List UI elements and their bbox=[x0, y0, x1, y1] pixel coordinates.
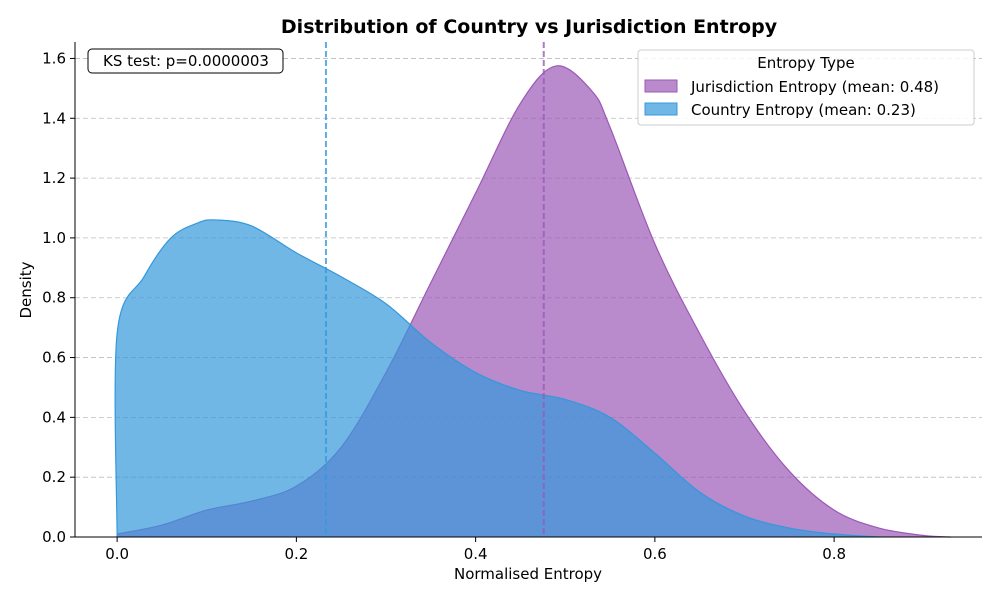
x-axis-label: Normalised Entropy bbox=[454, 565, 602, 583]
legend-label-jurisdiction: Jurisdiction Entropy (mean: 0.48) bbox=[690, 78, 939, 96]
jurisdiction-density-area bbox=[117, 65, 951, 537]
legend-swatch-jurisdiction bbox=[644, 79, 678, 93]
chart-title: Distribution of Country vs Jurisdiction … bbox=[281, 16, 778, 38]
y-tick-label: 1.6 bbox=[42, 49, 66, 67]
annotation-box bbox=[87, 48, 284, 74]
y-tick-label: 0.0 bbox=[42, 528, 66, 546]
y-tick-label: 0.2 bbox=[42, 468, 66, 486]
annotation-text: KS test: p=0.0000003 bbox=[103, 52, 269, 70]
y-tick-label: 0.6 bbox=[42, 349, 66, 367]
legend-title: Entropy Type bbox=[757, 54, 855, 72]
x-tick-label: 0.6 bbox=[643, 545, 667, 563]
axes bbox=[74, 42, 982, 538]
y-ticks: 0.0 0.2 0.4 0.6 0.8 1.0 1.2 1.4 1.6 bbox=[42, 49, 75, 546]
y-tick-label: 1.4 bbox=[42, 109, 66, 127]
y-tick-label: 1.0 bbox=[42, 229, 66, 247]
ks-test-annotation: KS test: p=0.0000003 bbox=[87, 48, 284, 74]
legend-box bbox=[637, 49, 975, 126]
country-density-line bbox=[114, 219, 879, 538]
x-tick-label: 0.4 bbox=[464, 545, 488, 563]
x-tick-label: 0.2 bbox=[284, 545, 308, 563]
y-axis-label: Density bbox=[17, 261, 35, 318]
y-tick-label: 0.4 bbox=[42, 408, 66, 426]
legend-label-country: Country Entropy (mean: 0.23) bbox=[691, 101, 916, 119]
country-density-area bbox=[115, 219, 879, 538]
legend: Entropy Type Jurisdiction Entropy (mean:… bbox=[637, 49, 975, 126]
y-tick-label: 1.2 bbox=[42, 169, 66, 187]
x-tick-label: 0.0 bbox=[105, 545, 129, 563]
mean-lines bbox=[324, 42, 545, 537]
y-tick-label: 0.8 bbox=[42, 289, 66, 307]
x-ticks: 0.0 0.2 0.4 0.6 0.8 bbox=[105, 537, 846, 563]
x-tick-label: 0.8 bbox=[822, 545, 846, 563]
density-areas bbox=[114, 65, 951, 538]
legend-swatch-country bbox=[644, 102, 678, 116]
